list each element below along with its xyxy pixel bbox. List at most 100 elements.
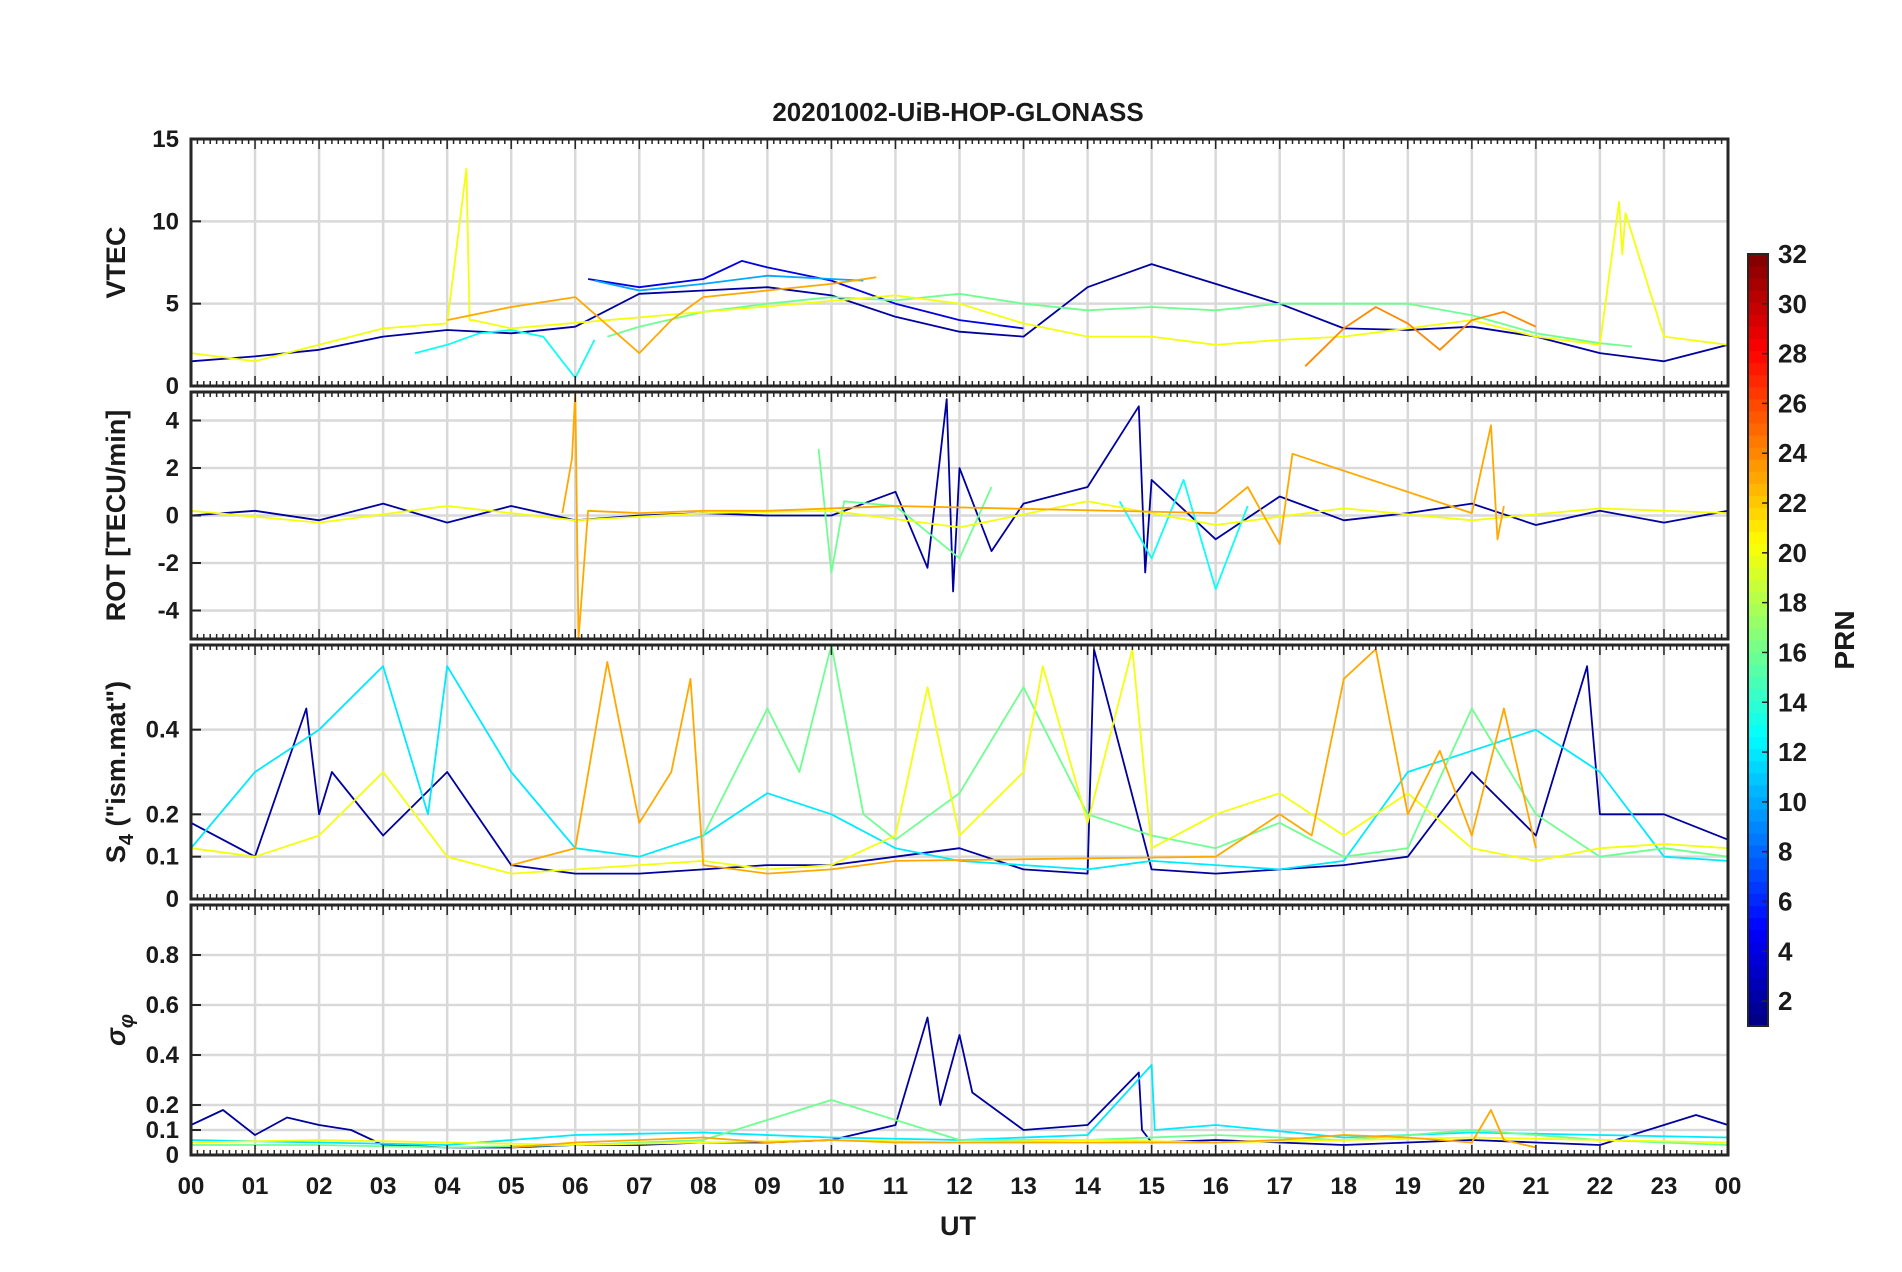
colorbar-swatch	[1748, 1001, 1768, 1015]
colorbar-tick-label: 22	[1778, 488, 1807, 518]
x-tick-label: 10	[818, 1173, 845, 1200]
x-tick-label: 21	[1523, 1173, 1550, 1200]
x-tick-label: 12	[946, 1173, 973, 1200]
colorbar-swatch	[1748, 905, 1768, 919]
colorbar-tick-label: 16	[1778, 637, 1807, 667]
colorbar-swatch	[1748, 929, 1768, 943]
x-tick-label: 22	[1587, 1173, 1614, 1200]
colorbar-swatch	[1748, 290, 1768, 303]
colorbar-swatch	[1748, 664, 1768, 677]
colorbar-swatch	[1748, 471, 1768, 484]
x-tick-label: 09	[754, 1173, 781, 1200]
colorbar-swatch	[1748, 314, 1768, 327]
y-tick-label: 0	[166, 503, 179, 530]
colorbar-swatch	[1748, 784, 1768, 798]
x-tick-label: 23	[1651, 1173, 1678, 1200]
series-line-prn-23	[561, 392, 1505, 639]
x-tick-label: 16	[1202, 1173, 1229, 1200]
y-tick-label: 5	[166, 291, 179, 318]
colorbar-tick-label: 30	[1778, 289, 1807, 319]
colorbar-tick-label: 2	[1778, 986, 1792, 1016]
x-tick-label: 18	[1330, 1173, 1357, 1200]
series-line-prn-20	[191, 167, 1728, 363]
y-tick-label: 0	[166, 373, 179, 400]
y-tick-label: 0.8	[146, 942, 179, 969]
colorbar-swatch	[1748, 845, 1768, 858]
colorbar-swatch	[1748, 760, 1768, 774]
axes-frame-sigma_phi	[189, 903, 1730, 1157]
x-tick-label: 15	[1138, 1173, 1165, 1200]
colorbar-tick-label: 4	[1778, 936, 1793, 966]
x-tick-label: 01	[242, 1173, 269, 1200]
y-tick-label: 0.2	[146, 801, 179, 828]
colorbar-swatch	[1748, 603, 1768, 617]
series-line-prn-2	[191, 1016, 1728, 1149]
x-tick-label: 17	[1266, 1173, 1293, 1200]
y-axis-label-sigma_phi: σφ	[101, 1014, 138, 1046]
x-tick-label: 20	[1458, 1173, 1485, 1200]
y-tick-label: 15	[152, 126, 179, 153]
colorbar-swatch	[1748, 555, 1768, 569]
series-line-prn-2	[191, 398, 1728, 593]
colorbar-swatch	[1748, 326, 1768, 340]
x-tick-label: 14	[1074, 1173, 1101, 1200]
colorbar-swatch	[1748, 567, 1768, 581]
y-axis-label-rot: ROT [TECU/min]	[101, 410, 131, 621]
colorbar-swatch	[1748, 579, 1768, 593]
colorbar-tick-label: 14	[1778, 687, 1807, 717]
x-tick-label: 04	[434, 1173, 461, 1200]
colorbar-swatch	[1748, 591, 1768, 605]
colorbar-label: PRN	[1829, 610, 1860, 669]
colorbar-tick-label: 12	[1778, 737, 1807, 767]
colorbar-swatch	[1748, 302, 1768, 315]
colorbar-swatch	[1748, 543, 1768, 557]
colorbar-swatch	[1748, 507, 1768, 520]
series-line-prn-10	[594, 274, 864, 292]
colorbar-swatch	[1748, 833, 1768, 846]
colorbar-tick-label: 18	[1778, 588, 1807, 618]
colorbar-swatch	[1748, 977, 1768, 991]
colorbar-swatch	[1748, 386, 1768, 400]
colorbar-swatch	[1748, 820, 1768, 834]
colorbar-swatch	[1748, 712, 1768, 726]
grid-vtec	[189, 137, 1730, 388]
x-tick-label: 19	[1394, 1173, 1421, 1200]
colorbar-swatch	[1748, 893, 1768, 906]
panel-sigma_phi: 00.10.2 0.4 0.6 0.8 σφ	[101, 903, 1730, 1169]
colorbar-swatch	[1748, 796, 1768, 810]
series-group-rot	[191, 392, 1728, 639]
x-tick-label: 07	[626, 1173, 653, 1200]
colorbar-swatch	[1748, 736, 1768, 750]
colorbar-swatch	[1748, 362, 1768, 376]
series-line-prn-2	[191, 648, 1728, 875]
axes-frame-s4	[189, 643, 1730, 901]
colorbar-swatch	[1748, 615, 1768, 629]
series-line-prn-20	[191, 500, 1728, 529]
colorbar-swatch	[1748, 434, 1768, 448]
panel-vtec: 0 5 10 15 VTEC	[101, 126, 1730, 400]
series-line-prn-16	[702, 645, 1728, 858]
y-tick-label: 0.4	[146, 1042, 180, 1069]
colorbar-swatch	[1748, 398, 1768, 412]
series-line-prn-23	[511, 1109, 1537, 1149]
series-group-s4	[191, 645, 1728, 875]
y-tick-label: 10	[152, 208, 179, 235]
x-axis-label: UT	[940, 1211, 976, 1241]
y-tick-label: 2	[166, 455, 179, 482]
y-tick-label: 0	[166, 1142, 179, 1169]
series-line-prn-2	[191, 263, 1728, 363]
colorbar-swatch	[1748, 374, 1768, 388]
colorbar-swatch	[1748, 422, 1768, 436]
colorbar-tick-label: 32	[1778, 239, 1807, 269]
colorbar-swatch	[1748, 483, 1768, 496]
colorbar-tick-label: 28	[1778, 339, 1807, 369]
series-line-prn-23	[510, 648, 1537, 875]
colorbar-swatch	[1748, 350, 1768, 364]
colorbar-swatch	[1748, 965, 1768, 979]
series-line-prn-24	[1304, 306, 1537, 367]
colorbar-swatch	[1748, 652, 1768, 665]
colorbar-swatch	[1748, 953, 1768, 967]
colorbar-swatch	[1748, 724, 1768, 738]
colorbar-swatch	[1748, 857, 1768, 870]
panel-s4: 0 0.1 0.2 0.4 S4 ("ism.mat")	[101, 643, 1730, 913]
